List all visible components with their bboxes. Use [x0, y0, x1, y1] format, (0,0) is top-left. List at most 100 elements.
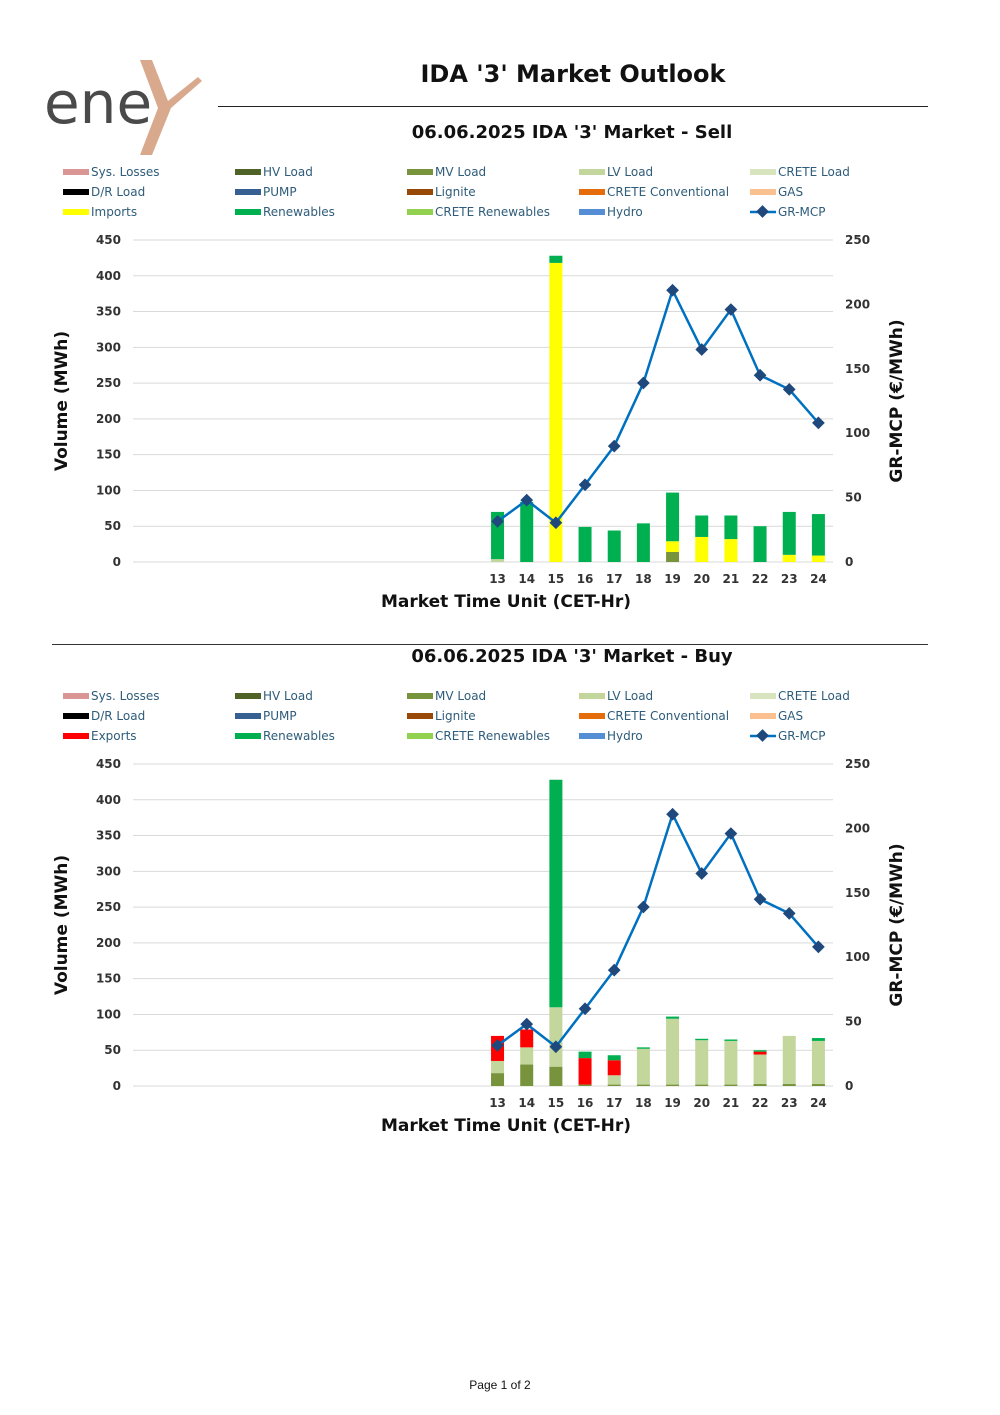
c1-legend-swatch-hydro: [579, 733, 605, 739]
c1-bar-mv-load-19: [666, 1084, 680, 1086]
c1-legend-item-sys-losses: Sys. Losses: [63, 689, 160, 703]
c0-legend-item-pump: PUMP: [235, 185, 297, 199]
c1-legend-item-hydro: Hydro: [579, 729, 643, 743]
c1-point-gr-mcp-19: [666, 807, 679, 821]
c0-legend-swatch-crete-conventional: [579, 189, 605, 195]
c1-y2-axis-label: GR-MCP (€/MWh): [887, 843, 907, 1006]
c0-legend-label-d-r-load: D/R Load: [91, 185, 145, 199]
c0-legend-swatch-imports: [63, 209, 89, 215]
logo-text: ene: [44, 69, 152, 137]
c0-legend-label-gr-mcp: GR-MCP: [778, 205, 825, 219]
c1-chart-title: 06.06.2025 IDA '3' Market - Buy: [411, 646, 733, 667]
c1-y-tick-200: 200: [96, 936, 121, 950]
c0-point-gr-mcp-18: [637, 376, 650, 390]
c1-point-gr-mcp-15: [549, 1040, 563, 1054]
c0-legend-item-crete-conventional: CRETE Conventional: [579, 185, 729, 199]
c1-legend-swatch-lv-load: [579, 693, 605, 699]
c0-y-tick-300: 300: [96, 340, 121, 354]
c0-legend-item-crete-renewables: CRETE Renewables: [407, 205, 550, 219]
c1-point-gr-mcp-18: [637, 900, 650, 914]
c1-legend-label-lv-load: LV Load: [607, 689, 653, 703]
c0-legend-label-sys-losses: Sys. Losses: [91, 165, 160, 179]
c0-bar-imports-21: [724, 539, 738, 562]
buy-chart: 06.06.2025 IDA '3' Market - Buy Sys. Loss…: [0, 634, 1000, 1134]
c1-y-tick-450: 450: [96, 757, 121, 771]
c0-y2-tick-50: 50: [845, 491, 862, 505]
c1-y-axis-label: Volume (MWh): [52, 855, 72, 995]
c0-bar-renewables-14: [520, 501, 534, 562]
section-divider: [52, 644, 928, 645]
c0-x-tick-24: 24: [810, 572, 827, 586]
c1-legend-swatch-exports: [63, 733, 89, 739]
c1-legend-item-gas: GAS: [750, 709, 803, 723]
c0-bar-imports-15: [549, 262, 563, 562]
c0-legend-swatch-mv-load: [407, 169, 433, 175]
c1-legend-label-pump: PUMP: [263, 709, 297, 723]
c0-y-tick-150: 150: [96, 448, 121, 462]
c0-y-tick-100: 100: [96, 483, 121, 497]
logo-x-mark: [140, 60, 202, 155]
c1-legend-swatch-renewables: [235, 733, 261, 739]
buy-chart-svg: 06.06.2025 IDA '3' Market - Buy Sys. Loss…: [52, 646, 907, 1134]
c0-bar-mv-load-19: [666, 551, 680, 562]
c0-legend-label-imports: Imports: [91, 205, 137, 219]
c1-legend-label-sys-losses: Sys. Losses: [91, 689, 160, 703]
c0-bar-renewables-22: [753, 526, 767, 562]
c0-point-gr-mcp-13: [491, 515, 504, 528]
c0-y-tick-250: 250: [96, 376, 121, 390]
c0-legend-label-mv-load: MV Load: [435, 165, 486, 179]
c0-legend-label-renewables: Renewables: [263, 205, 335, 219]
c0-y-tick-450: 450: [96, 233, 121, 247]
c0-chart-title: 06.06.2025 IDA '3' Market - Sell: [412, 122, 733, 143]
c0-x-tick-19: 19: [664, 572, 681, 586]
c1-y-tick-150: 150: [96, 972, 121, 986]
c1-x-tick-14: 14: [518, 1096, 535, 1110]
c1-bar-mv-load-14: [520, 1064, 534, 1086]
c0-bar-imports-20: [695, 536, 709, 562]
c1-legend-label-exports: Exports: [91, 729, 137, 743]
c0-legend-item-hv-load: HV Load: [235, 165, 313, 179]
c1-legend-label-hydro: Hydro: [607, 729, 643, 743]
title-divider: [218, 106, 928, 107]
c0-x-tick-13: 13: [489, 572, 506, 586]
c1-legend-label-crete-conventional: CRETE Conventional: [607, 709, 729, 723]
c0-bar-renewables-19: [666, 492, 680, 542]
c1-bar-renewables-24: [811, 1038, 825, 1041]
c1-legend-swatch-mv-load: [407, 693, 433, 699]
c1-y2-tick-200: 200: [845, 821, 870, 835]
c1-legend-item-pump: PUMP: [235, 709, 297, 723]
c1-legend-item-exports: Exports: [63, 729, 137, 743]
c0-y2-axis-label: GR-MCP (€/MWh): [887, 319, 907, 482]
c1-bar-lv-load-19: [666, 1018, 680, 1085]
c0-legend-swatch-crete-renewables: [407, 209, 433, 215]
c0-bar-lv-load-13: [491, 559, 505, 562]
c1-bar-lv-load-23: [782, 1035, 796, 1084]
c1-legend-label-gr-mcp: GR-MCP: [778, 729, 825, 743]
c0-legend-label-crete-load: CRETE Load: [778, 165, 850, 179]
c1-bar-lv-load-18: [636, 1048, 650, 1085]
c1-legend-label-gas: GAS: [778, 709, 803, 723]
page-title: IDA '3' Market Outlook: [420, 60, 726, 88]
c1-bar-lv-load-22: [753, 1054, 767, 1084]
c1-x-tick-22: 22: [752, 1096, 769, 1110]
c1-legend-swatch-sys-losses: [63, 693, 89, 699]
c1-x-tick-24: 24: [810, 1096, 827, 1110]
c1-bar-renewables-19: [666, 1016, 680, 1019]
c1-bar-mv-load-13: [491, 1073, 505, 1086]
c0-y2-tick-100: 100: [845, 426, 870, 440]
c0-legend-label-pump: PUMP: [263, 185, 297, 199]
c1-legend-item-d-r-load: D/R Load: [63, 709, 145, 723]
c1-legend-swatch-crete-renewables: [407, 733, 433, 739]
c1-legend-swatch-d-r-load: [63, 713, 89, 719]
c0-legend-item-gr-mcp: GR-MCP: [750, 205, 825, 219]
c0-legend-label-gas: GAS: [778, 185, 803, 199]
c0-bar-renewables-21: [724, 515, 738, 540]
c1-y-tick-350: 350: [96, 829, 121, 843]
c1-bar-lv-load-20: [695, 1040, 709, 1085]
c1-bar-mv-load-16: [578, 1084, 592, 1086]
page-footer: Page 1 of 2: [469, 1378, 531, 1392]
c0-line-gr-mcp: [496, 288, 820, 524]
c1-x-tick-15: 15: [548, 1096, 565, 1110]
c0-legend-swatch-lignite: [407, 189, 433, 195]
c1-bar-renewables-18: [636, 1047, 650, 1049]
